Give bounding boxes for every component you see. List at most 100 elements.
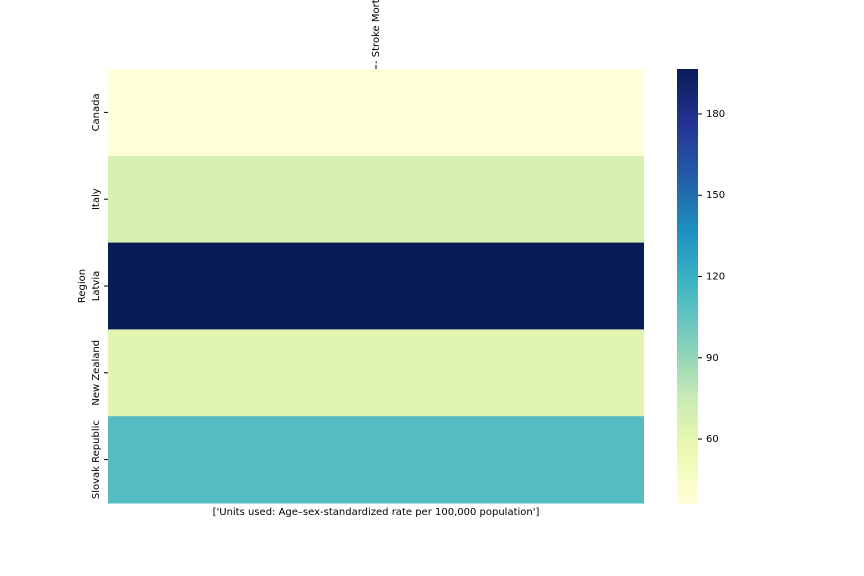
colorbar-segment (677, 264, 698, 269)
colorbar-segment (677, 405, 698, 410)
colorbar-segment (677, 177, 698, 182)
heatmap-cell (108, 329, 644, 417)
colorbar-segment (677, 293, 698, 298)
colorbar-segment (677, 361, 698, 367)
colorbar-segment (677, 325, 698, 330)
colorbar-segment (677, 134, 698, 139)
colorbar-segment (677, 466, 698, 472)
y-tick-label: Canada (91, 93, 102, 131)
colorbar-segment (677, 101, 698, 106)
colorbar-segment (677, 387, 698, 392)
colorbar-tick-label: 60 (706, 434, 719, 445)
colorbar-segment (677, 148, 698, 153)
colorbar-segment (677, 318, 698, 323)
colorbar-segment (677, 79, 698, 85)
colorbar-segment (677, 199, 698, 204)
colorbar-segment (677, 347, 698, 352)
colorbar-segment (677, 343, 698, 349)
colorbar-segment (677, 112, 698, 117)
colorbar-segment (677, 184, 698, 189)
colorbar-segment (677, 289, 698, 294)
colorbar-segment (677, 322, 698, 327)
colorbar-segment (677, 275, 698, 280)
colorbar-segment (677, 340, 698, 345)
heatmap-cell (108, 69, 644, 157)
colorbar-segment (677, 206, 698, 211)
colorbar-segment (677, 477, 698, 482)
colorbar-segment (677, 484, 698, 490)
colorbar-segment (677, 488, 698, 493)
colorbar-segment (677, 311, 698, 316)
colorbar-segment (677, 163, 698, 168)
colorbar-segment (677, 427, 698, 432)
colorbar-segment (677, 267, 698, 273)
colorbar-segment (677, 249, 698, 255)
colorbar-segment (677, 430, 698, 435)
colorbar-segment (677, 314, 698, 320)
colorbar-segment (677, 434, 698, 439)
y-tick-label: Italy (91, 188, 102, 210)
colorbar-segment (677, 105, 698, 110)
colorbar-segment (677, 445, 698, 450)
colorbar-segment (677, 231, 698, 236)
colorbar-segment (677, 144, 698, 150)
colorbar-segment (677, 173, 698, 179)
heatmap-cell (108, 416, 644, 504)
colorbar-segment (677, 69, 698, 74)
colorbar-segment (677, 191, 698, 197)
colorbar-segment (677, 448, 698, 453)
colorbar-segment (677, 260, 698, 265)
colorbar-segment (677, 76, 698, 81)
colorbar-segment (677, 383, 698, 388)
colorbar-segment (677, 83, 698, 88)
colorbar-segment (677, 354, 698, 359)
colorbar-segment (677, 235, 698, 240)
colorbar-segment (677, 304, 698, 309)
colorbar-segment (677, 329, 698, 334)
colorbar-segment (677, 492, 698, 497)
colorbar-segment (677, 282, 698, 287)
y-tick-label: Latvia (91, 271, 102, 301)
colorbar-segment (677, 137, 698, 142)
x-axis-label: ['Units used: Age–sex-standardized rate … (213, 507, 540, 518)
colorbar-segment (677, 257, 698, 262)
colorbar-segment (677, 401, 698, 406)
colorbar-segment (677, 441, 698, 446)
colorbar-segment (677, 416, 698, 421)
colorbar-segment (677, 87, 698, 92)
colorbar-segment (677, 210, 698, 215)
colorbar-segment (677, 481, 698, 486)
colorbar-segment (677, 119, 698, 124)
colorbar-segment (677, 220, 698, 226)
colorbar-segment (677, 336, 698, 341)
colorbar-segment (677, 372, 698, 378)
colorbar-segment (677, 495, 698, 500)
heatmap-cell (108, 155, 644, 244)
colorbar-tick-label: 150 (706, 190, 725, 201)
colorbar-segment (677, 380, 698, 385)
y-tick-label: New Zealand (91, 340, 102, 406)
colorbar-segment (677, 452, 698, 457)
y-tick-label: Slovak Republic (91, 420, 102, 499)
colorbar-segment (677, 333, 698, 338)
heatmap-cell (108, 242, 644, 330)
colorbar-segment (677, 94, 698, 99)
colorbar-segment (677, 408, 698, 414)
colorbar-segment (677, 72, 698, 77)
colorbar-segment (677, 202, 698, 208)
colorbar-segment (677, 195, 698, 200)
colorbar-segment (677, 130, 698, 135)
colorbar-segment (677, 90, 698, 95)
colorbar-segment (677, 155, 698, 161)
colorbar-segment (677, 423, 698, 428)
colorbar-segment (677, 455, 698, 461)
colorbar-segment (677, 278, 698, 283)
colorbar-segment (677, 116, 698, 121)
colorbar-segment (677, 217, 698, 222)
colorbar-segment (677, 390, 698, 396)
colorbar-segment (677, 437, 698, 443)
colorbar-tick-label: 120 (706, 272, 725, 283)
colorbar-segment (677, 213, 698, 218)
colorbar-segment (677, 181, 698, 186)
